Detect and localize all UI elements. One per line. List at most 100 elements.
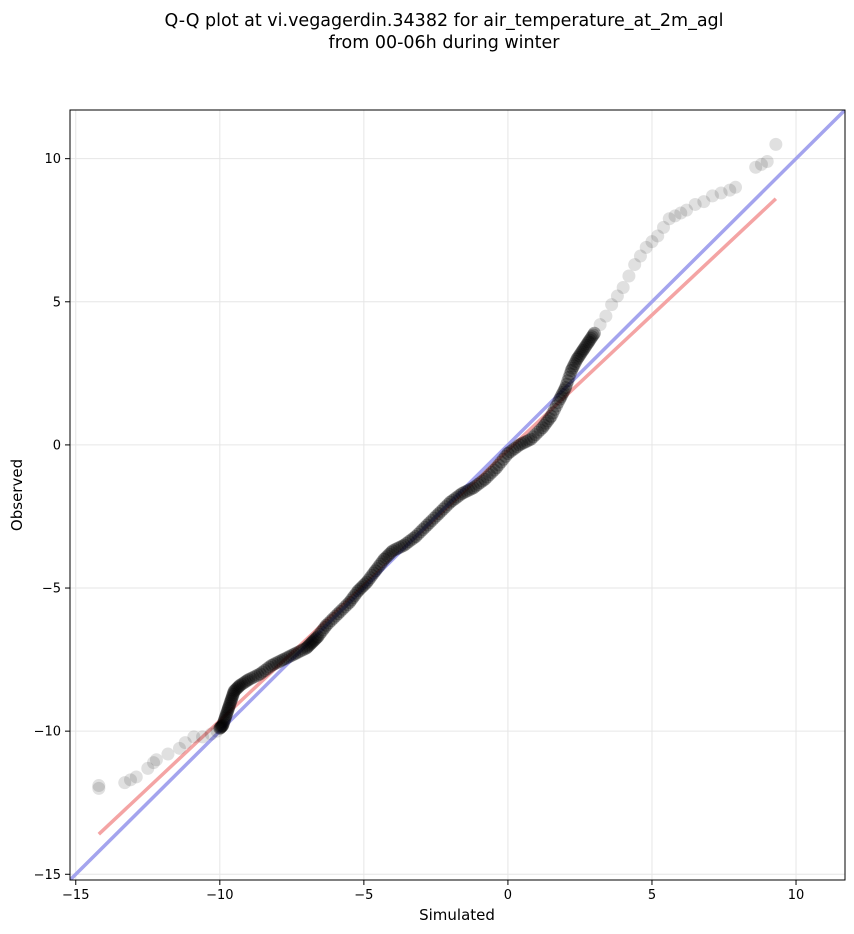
qq-point: [340, 598, 354, 612]
qq-point: [224, 694, 238, 708]
qq-point: [462, 483, 476, 497]
x-tick-label: 0: [504, 888, 512, 903]
qq-point: [236, 676, 250, 690]
qq-point: [443, 495, 457, 509]
qq-point: [450, 490, 464, 504]
qq-point: [480, 470, 494, 484]
qq-point: [469, 479, 483, 493]
qq-point: [729, 180, 743, 194]
qq-point: [544, 409, 558, 423]
y-tick-label: −15: [34, 868, 61, 883]
qq-point: [572, 349, 586, 363]
qq-point: [267, 657, 281, 671]
qq-point: [349, 586, 363, 600]
qq-point: [508, 441, 522, 455]
qq-point: [471, 477, 485, 491]
qq-point: [503, 445, 517, 459]
qq-point: [304, 637, 318, 651]
qq-point: [344, 593, 358, 607]
qq-point: [466, 481, 480, 495]
qq-point: [564, 363, 578, 377]
qq-point: [568, 357, 582, 371]
qq-point: [599, 309, 613, 323]
qq-point: [510, 440, 524, 454]
qq-point: [555, 388, 569, 402]
qq-point: [582, 335, 596, 349]
qq-point: [224, 693, 238, 707]
qq-point: [633, 249, 647, 263]
qq-point: [372, 559, 386, 573]
qq-point: [225, 691, 239, 705]
qq-point: [432, 507, 446, 521]
y-tick-label: −10: [34, 725, 61, 740]
qq-point: [436, 502, 450, 516]
qq-point: [560, 377, 574, 391]
qq-point: [213, 721, 227, 735]
qq-point: [368, 564, 382, 578]
qq-point: [118, 776, 132, 790]
qq-point: [281, 650, 295, 664]
qq-point: [651, 229, 665, 243]
qq-point: [386, 544, 400, 558]
qq-point: [242, 673, 256, 687]
qq-point: [501, 446, 515, 460]
qq-point: [260, 662, 274, 676]
qq-point: [441, 497, 455, 511]
qq-point: [331, 607, 345, 621]
qq-point: [769, 137, 783, 151]
qq-point: [557, 383, 571, 397]
qq-point: [476, 474, 490, 488]
qq-point: [485, 465, 499, 479]
qq-point: [622, 269, 636, 283]
qq-point: [213, 721, 227, 735]
qq-point: [310, 631, 324, 645]
qq-point: [418, 520, 432, 534]
qq-point: [526, 430, 540, 444]
qq-point: [227, 684, 241, 698]
qq-point: [439, 500, 453, 514]
qq-point: [149, 753, 163, 767]
qq-point: [365, 568, 379, 582]
qq-point: [697, 195, 711, 209]
qq-point: [506, 443, 520, 457]
qq-point: [448, 492, 462, 506]
qq-point: [246, 670, 260, 684]
qq-point: [329, 609, 343, 623]
qq-point: [411, 527, 425, 541]
qq-point: [300, 640, 314, 654]
qq-point: [235, 677, 249, 691]
qq-point: [427, 511, 441, 525]
y-tick-label: −5: [42, 582, 61, 597]
qq-point: [580, 337, 594, 351]
qq-point: [147, 756, 161, 770]
qq-point: [292, 645, 306, 659]
qq-point: [587, 326, 601, 340]
qq-point: [571, 350, 585, 364]
qq-point: [416, 523, 430, 537]
qq-point: [529, 428, 543, 442]
qq-point: [413, 525, 427, 539]
qq-point: [233, 678, 247, 692]
qq-point: [342, 595, 356, 609]
qq-point: [220, 706, 234, 720]
qq-point: [214, 720, 228, 734]
qq-point: [390, 542, 404, 556]
qq-point: [760, 155, 774, 169]
qq-point: [578, 340, 592, 354]
qq-point: [225, 689, 239, 703]
qq-point: [628, 258, 642, 272]
qq-point: [593, 318, 607, 332]
qq-point: [265, 658, 279, 672]
qq-point: [584, 331, 598, 345]
qq-point: [556, 385, 570, 399]
y-axis-label: Observed: [8, 459, 26, 531]
qq-point: [610, 289, 624, 303]
qq-point: [549, 399, 563, 413]
qq-point: [306, 634, 320, 648]
qq-point: [124, 773, 138, 787]
qq-point: [295, 643, 309, 657]
qq-point: [361, 573, 375, 587]
qq-point: [219, 708, 233, 722]
qq-point: [228, 683, 242, 697]
qq-point: [333, 605, 347, 619]
